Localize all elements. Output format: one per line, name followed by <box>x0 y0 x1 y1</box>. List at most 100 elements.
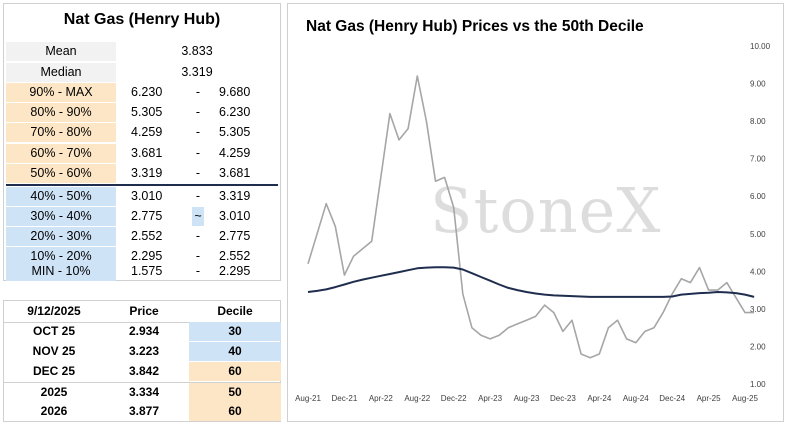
contract-row: NOV 25 3.223 40 <box>4 342 281 361</box>
contract-price: 3.334 <box>128 385 160 399</box>
y-tick-label: 6.00 <box>750 192 766 201</box>
decile-low: 5.305 <box>131 105 163 119</box>
decile-low: 2.775 <box>131 209 163 223</box>
stat-label: Mean <box>6 42 116 61</box>
decile-high: 9.680 <box>219 85 251 99</box>
decile-table-title: Nat Gas (Henry Hub) <box>63 11 221 28</box>
decile-separator: - <box>195 105 201 119</box>
decile-label: MIN - 10% <box>6 262 116 281</box>
header-price: Price <box>129 304 159 318</box>
contract-price: 3.842 <box>128 364 160 378</box>
contract-decile: 60 <box>189 402 281 421</box>
decile-label: 10% - 20% <box>6 247 116 266</box>
x-tick-label: Dec-23 <box>550 394 576 403</box>
x-tick-label: Aug-21 <box>295 394 321 403</box>
decile-separator: ~ <box>192 207 204 226</box>
decile-50th-series-line <box>307 266 755 298</box>
x-tick-label: Aug-25 <box>732 394 758 403</box>
x-tick-label: Aug-22 <box>404 394 430 403</box>
stat-value: 3.833 <box>181 44 213 58</box>
decile-low: 1.575 <box>131 264 163 278</box>
decile-row: 30% - 40% 2.775 ~ 3.010 <box>6 207 278 226</box>
contract-price: 3.877 <box>128 404 160 418</box>
contract-price: 3.223 <box>128 344 160 358</box>
x-tick-label: Apr-25 <box>697 394 722 403</box>
contract-name: NOV 25 <box>32 344 76 358</box>
median-divider <box>6 184 278 186</box>
decile-high: 6.230 <box>219 105 251 119</box>
x-tick-label: Apr-23 <box>478 394 503 403</box>
decile-high: 3.319 <box>219 189 251 203</box>
x-tick-label: Aug-24 <box>623 394 649 403</box>
decile-low: 2.295 <box>131 249 163 263</box>
contract-name: 2026 <box>40 404 68 418</box>
stat-row-median: Median 3.319 <box>6 63 278 82</box>
y-tick-label: 1.00 <box>750 380 766 389</box>
decile-row: 50% - 60% 3.319 - 3.681 <box>6 164 278 183</box>
contracts-table: 9/12/2025 Price Decile OCT 25 2.934 30 N… <box>3 300 281 422</box>
contract-decile: 40 <box>189 342 281 361</box>
y-tick-label: 4.00 <box>750 267 766 276</box>
decile-row: 40% - 50% 3.010 - 3.319 <box>6 187 278 206</box>
decile-label: 80% - 90% <box>6 103 116 122</box>
decile-high: 5.305 <box>219 125 251 139</box>
decile-high: 2.295 <box>219 264 251 278</box>
contract-name: OCT 25 <box>32 324 75 338</box>
decile-separator: - <box>195 146 201 160</box>
decile-separator: - <box>195 125 201 139</box>
y-tick-label: 10.00 <box>750 42 771 51</box>
decile-high: 2.775 <box>219 229 251 243</box>
decile-row: 20% - 30% 2.552 - 2.775 <box>6 227 278 246</box>
header-decile: Decile <box>217 304 253 318</box>
decile-row: 60% - 70% 3.681 - 4.259 <box>6 144 278 163</box>
x-tick-label: Aug-23 <box>514 394 540 403</box>
stat-value: 3.319 <box>181 65 213 79</box>
decile-high: 3.010 <box>219 209 251 223</box>
y-tick-label: 8.00 <box>750 117 766 126</box>
decile-label: 30% - 40% <box>6 207 116 226</box>
contract-decile: 50 <box>189 383 281 402</box>
y-tick-label: 9.00 <box>750 80 766 89</box>
decile-row: 90% - MAX 6.230 - 9.680 <box>6 83 278 102</box>
decile-high: 2.552 <box>219 249 251 263</box>
contract-row: DEC 25 3.842 60 <box>4 362 281 381</box>
decile-high: 3.681 <box>219 166 251 180</box>
x-tick-label: Dec-24 <box>659 394 685 403</box>
chart-panel: Nat Gas (Henry Hub) Prices vs the 50th D… <box>287 3 784 422</box>
decile-row: MIN - 10% 1.575 - 2.295 <box>6 262 278 281</box>
decile-label: 40% - 50% <box>6 187 116 206</box>
decile-row: 70% - 80% 4.259 - 5.305 <box>6 123 278 142</box>
contract-price: 2.934 <box>128 324 160 338</box>
x-tick-label: Apr-24 <box>587 394 612 403</box>
contract-decile: 30 <box>189 322 281 341</box>
decile-separator: - <box>195 249 201 263</box>
contract-decile: 60 <box>189 362 281 381</box>
header-date: 9/12/2025 <box>27 304 81 318</box>
decile-low: 3.681 <box>131 146 163 160</box>
x-tick-label: Apr-22 <box>369 394 394 403</box>
decile-label: 20% - 30% <box>6 227 116 246</box>
decile-separator: - <box>195 166 201 180</box>
stonex-watermark: StoneX <box>430 174 661 247</box>
decile-low: 2.552 <box>131 229 163 243</box>
decile-label: 50% - 60% <box>6 164 116 183</box>
stat-label: Median <box>6 63 116 82</box>
decile-low: 6.230 <box>131 85 163 99</box>
y-tick-label: 5.00 <box>750 230 766 239</box>
x-tick-label: Dec-21 <box>332 394 358 403</box>
y-tick-label: 3.00 <box>750 305 766 314</box>
decile-separator: - <box>195 264 201 278</box>
decile-separator: - <box>195 189 201 203</box>
contract-row: 2025 3.334 50 <box>4 383 281 402</box>
decile-low: 3.010 <box>131 189 163 203</box>
y-tick-label: 2.00 <box>750 342 766 351</box>
contract-row: 2026 3.877 60 <box>4 402 281 421</box>
contract-row: OCT 25 2.934 30 <box>4 322 281 341</box>
decile-label: 90% - MAX <box>6 83 116 102</box>
decile-row: 80% - 90% 5.305 - 6.230 <box>6 103 278 122</box>
row-separator <box>4 382 280 383</box>
decile-separator: - <box>195 229 201 243</box>
decile-table-panel: Nat Gas (Henry Hub) Mean 3.833 Median 3.… <box>3 3 281 281</box>
decile-high: 4.259 <box>219 146 251 160</box>
contract-name: 2025 <box>40 385 68 399</box>
